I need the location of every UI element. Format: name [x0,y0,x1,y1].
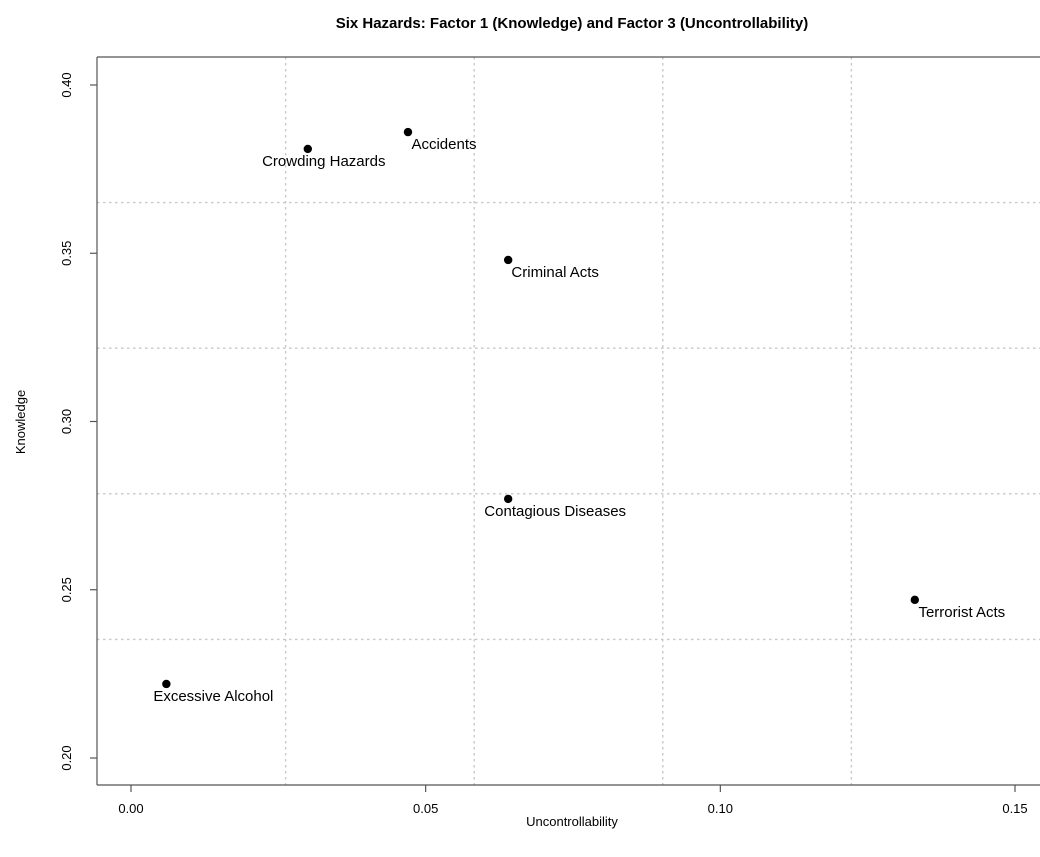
y-tick-label: 0.20 [59,745,74,770]
axes: 0.00 0.05 0.10 0.15 0.20 0.25 0.30 0.35 0.40 [59,56,1040,816]
y-tick-label: 0.30 [59,409,74,434]
data-point [503,494,513,504]
y-tick-label: 0.40 [59,72,74,97]
y-tick-label: 0.25 [59,577,74,602]
data-point [403,127,413,137]
y-axis-title: Knowledge [13,390,28,454]
grid-lines [97,57,1040,785]
x-tick-label: 0.05 [413,801,438,816]
data-point-label: Excessive Alcohol [153,688,273,705]
x-tick-label: 0.15 [1002,801,1027,816]
data-point [162,679,171,689]
data-point [303,144,312,154]
data-points: Accidents Crowding Hazards Criminal Acts Co… [153,127,1005,705]
data-point-label: Contagious Diseases [484,503,626,520]
chart-title: Six Hazards: Factor 1 (Knowledge) and Fa… [336,15,809,32]
x-tick-label: 0.00 [118,801,143,816]
x-tick-label: 0.10 [708,801,733,816]
data-point [503,255,513,265]
data-point-label: Terrorist Acts [918,604,1005,621]
x-axis-title: Uncontrollability [526,814,618,829]
data-point-label: Criminal Acts [511,264,599,281]
y-tick-label: 0.35 [59,241,74,266]
data-point-label: Crowding Hazards [262,153,385,170]
data-point [910,595,920,605]
data-point-label: Accidents [411,136,476,153]
